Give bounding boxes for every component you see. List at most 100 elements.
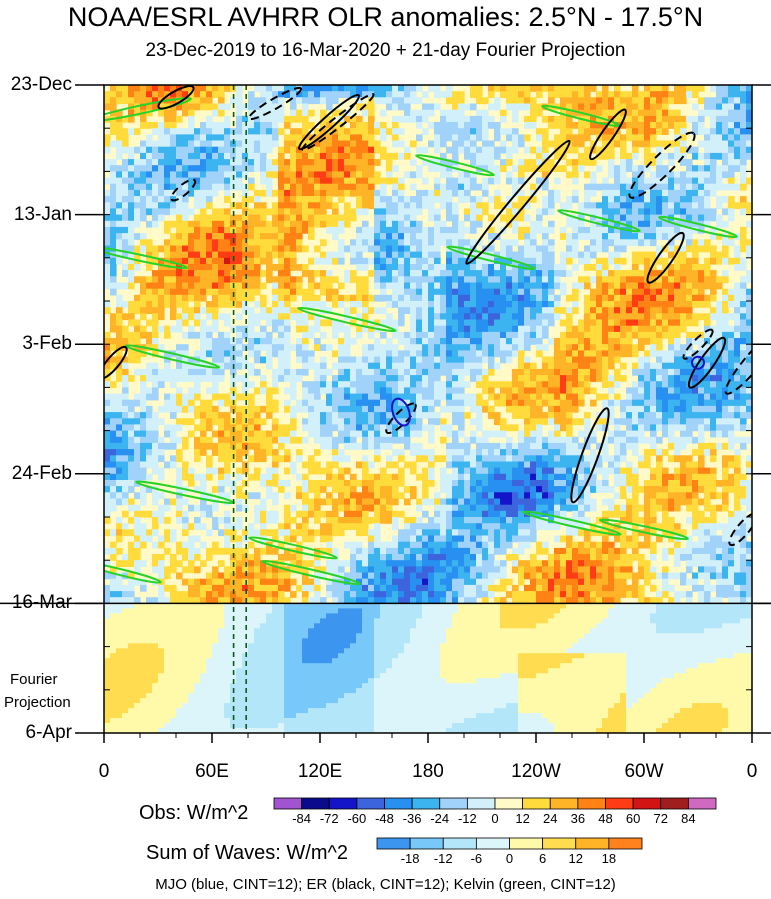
obs-cell <box>362 313 369 321</box>
obs-cell <box>428 288 435 296</box>
obs-cell <box>326 381 333 388</box>
obs-cell <box>302 387 309 395</box>
obs-cell <box>512 294 519 302</box>
obs-cell <box>254 115 261 123</box>
obs-cell <box>434 344 441 351</box>
obs-cell <box>110 177 117 185</box>
obs-cell <box>584 325 591 333</box>
obs-cell <box>536 338 543 345</box>
obs-cell <box>218 375 225 382</box>
obs-cell <box>140 202 147 210</box>
obs-cell <box>170 140 177 148</box>
obs-cell <box>200 405 207 413</box>
obs-cell <box>380 251 387 259</box>
obs-cell <box>500 245 507 253</box>
obs-cell <box>470 146 477 154</box>
obs-cell <box>566 196 573 203</box>
obs-cell <box>608 128 615 135</box>
obs-cell <box>236 103 243 111</box>
obs-cell <box>452 140 459 148</box>
obs-cell <box>530 368 537 376</box>
obs-cell <box>470 264 477 271</box>
obs-cell <box>128 418 135 426</box>
obs-cell <box>188 387 195 395</box>
obs-cell <box>104 233 111 240</box>
obs-cell <box>194 362 201 370</box>
obs-cell <box>464 381 471 388</box>
obs-cell <box>638 288 645 296</box>
obs-cell <box>578 325 585 333</box>
obs-cell <box>212 393 219 401</box>
obs-cell <box>332 257 339 265</box>
obs-cell <box>368 97 375 105</box>
obs-cell <box>392 276 399 284</box>
obs-cell <box>188 399 195 407</box>
obs-cell <box>116 350 123 358</box>
obs-cell <box>386 313 393 321</box>
obs-cell <box>548 307 555 314</box>
obs-cell <box>104 399 111 407</box>
obs-cell <box>452 375 459 382</box>
obs-cell <box>626 239 633 247</box>
obs-cell <box>458 183 465 191</box>
obs-cell <box>560 134 567 142</box>
obs-cell <box>326 115 333 123</box>
obs-cell <box>482 109 489 117</box>
obs-cell <box>416 307 423 314</box>
obs-cell <box>224 152 231 160</box>
obs-cell <box>398 251 405 259</box>
obs-cell <box>566 239 573 247</box>
obs-cell <box>422 196 429 203</box>
obs-cell <box>164 85 171 92</box>
obs-cell <box>146 220 153 228</box>
obs-cell <box>416 387 423 395</box>
obs-cell <box>146 109 153 117</box>
obs-cell <box>470 276 477 284</box>
obs-cell <box>446 405 453 413</box>
obs-cell <box>416 294 423 302</box>
obs-cell <box>410 202 417 210</box>
obs-cell <box>278 146 285 154</box>
obs-cell <box>722 331 729 339</box>
obs-cell <box>590 387 597 395</box>
obs-cell <box>506 146 513 154</box>
obs-cell <box>152 251 159 259</box>
obs-cell <box>284 313 291 321</box>
obs-cell <box>518 214 525 222</box>
obs-cell <box>626 91 633 98</box>
obs-cell <box>374 251 381 259</box>
obs-cell <box>632 276 639 284</box>
obs-cell <box>242 128 249 135</box>
obs-cell <box>104 368 111 376</box>
obs-cell <box>164 362 171 370</box>
obs-cell <box>524 368 531 376</box>
obs-cell <box>686 430 693 438</box>
obs-cell <box>662 122 669 129</box>
obs-cell <box>362 319 369 327</box>
obs-cell <box>134 368 141 376</box>
obs-cell <box>302 152 309 160</box>
obs-cell <box>644 405 651 413</box>
obs-cell <box>266 159 273 166</box>
obs-cell <box>614 189 621 197</box>
obs-cell <box>260 171 267 179</box>
obs-cell <box>482 257 489 265</box>
obs-cell <box>650 412 657 419</box>
obs-cell <box>530 239 537 247</box>
obs-cell <box>428 381 435 388</box>
obs-cell <box>110 196 117 203</box>
obs-cell <box>590 208 597 216</box>
obs-cell <box>398 208 405 216</box>
obs-cell <box>206 301 213 308</box>
obs-cell <box>266 338 273 345</box>
obs-cell <box>710 331 717 339</box>
obs-cell <box>272 294 279 302</box>
obs-cell <box>410 282 417 290</box>
obs-cell <box>122 245 129 253</box>
obs-cell <box>446 91 453 98</box>
obs-cell <box>236 233 243 240</box>
obs-cell <box>482 128 489 135</box>
obs-cell <box>158 208 165 216</box>
obs-cell <box>632 301 639 308</box>
obs-cell <box>602 399 609 407</box>
